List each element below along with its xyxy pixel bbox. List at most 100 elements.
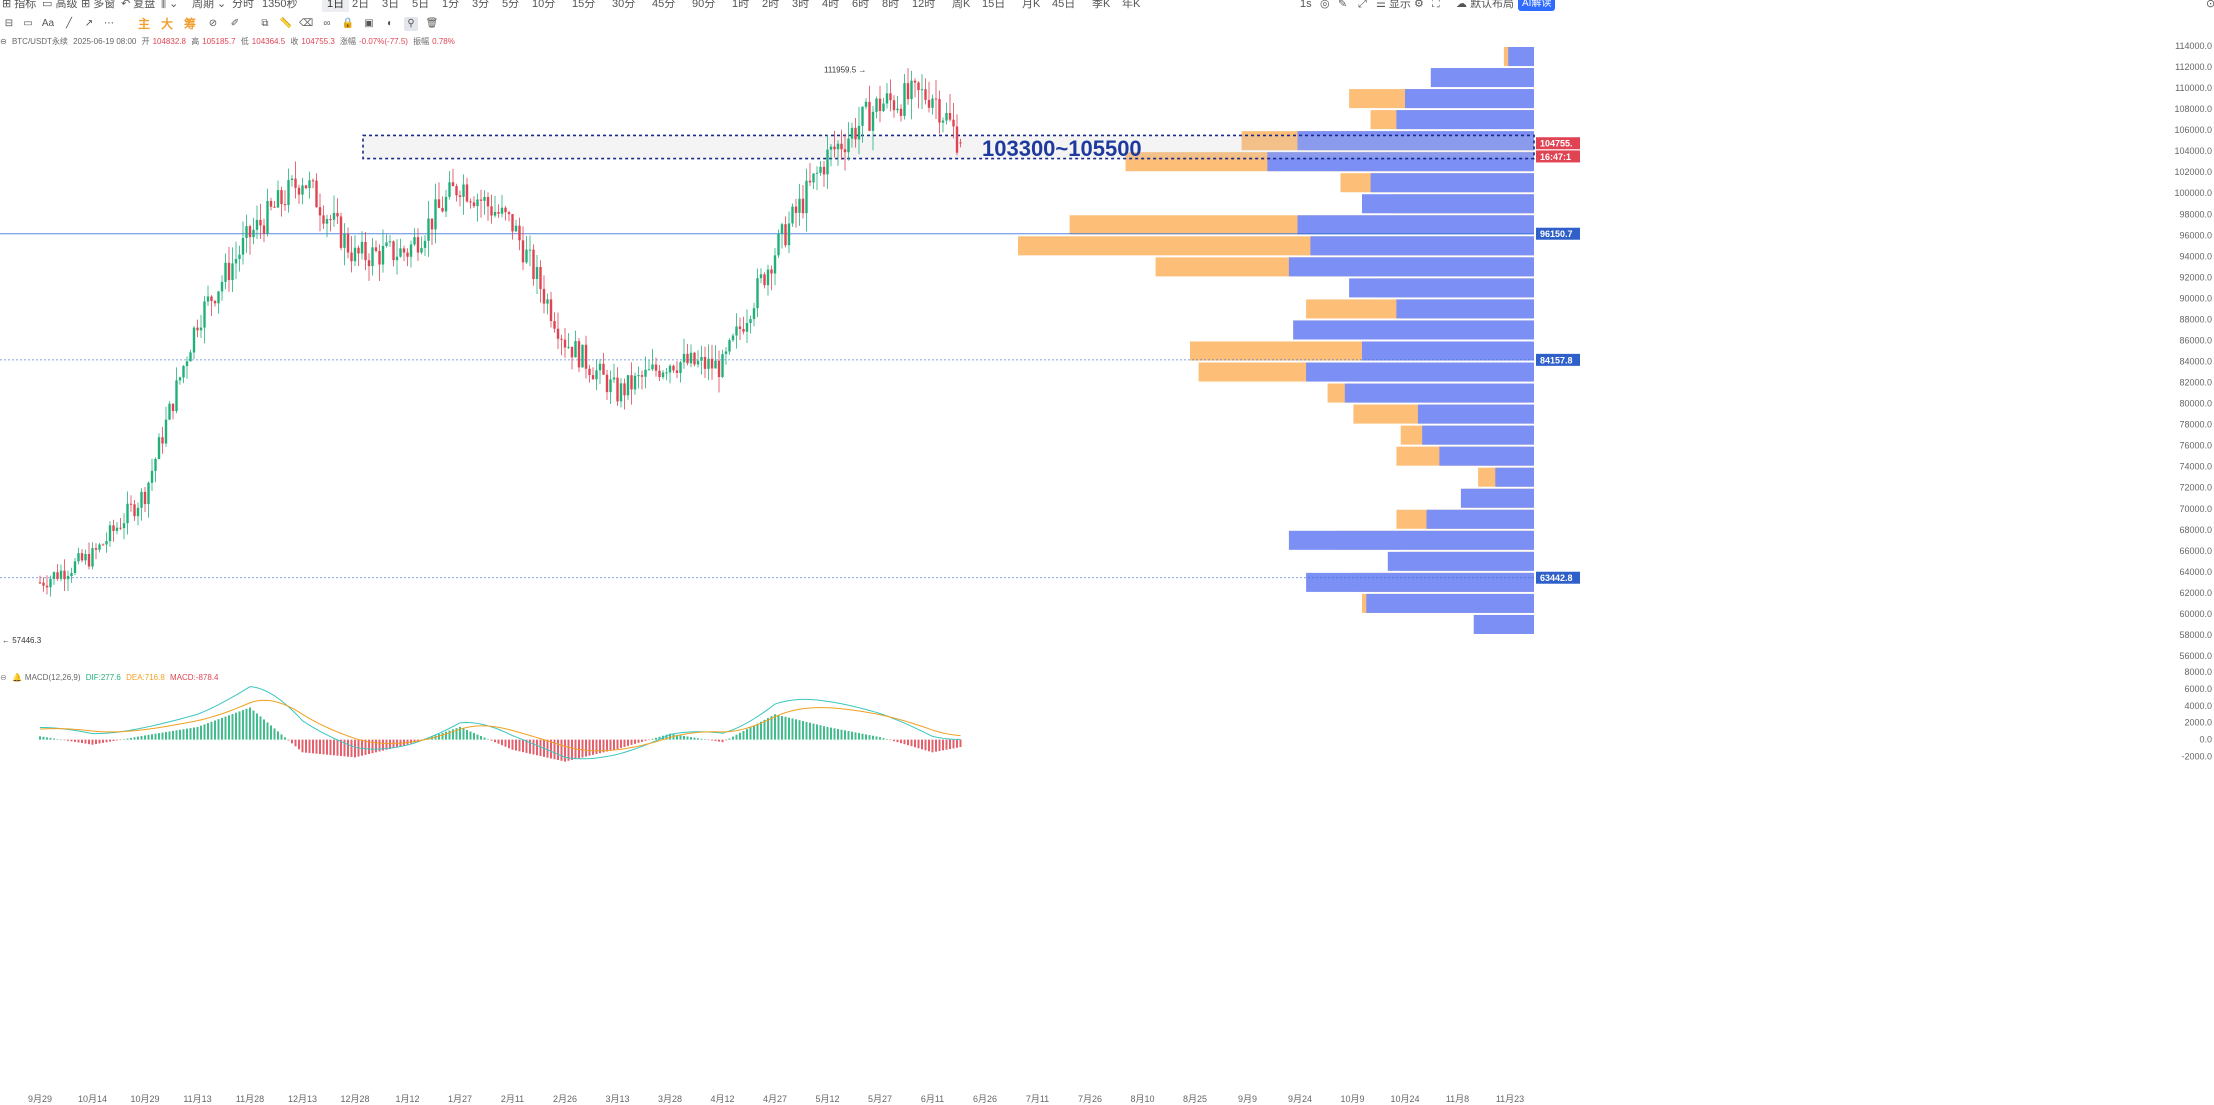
macd-histogram-bar — [917, 739, 920, 749]
period-11[interactable]: 30分 — [612, 0, 636, 10]
period-24[interactable]: 45日 — [1052, 0, 1076, 10]
macd-histogram-bar — [571, 739, 573, 760]
candle-body — [833, 146, 836, 150]
macd-histogram-bar — [46, 737, 48, 740]
y-tick-label: 86000.0 — [2179, 335, 2212, 345]
x-tick-label: 11月23 — [1496, 1094, 1524, 1104]
big-order-button[interactable]: 大 — [160, 17, 173, 31]
y-tick-label: 56000.0 — [2179, 651, 2212, 661]
layout-icon[interactable]: ⊟ — [4, 18, 14, 29]
chip-distribution-button[interactable]: 筹 — [183, 17, 196, 31]
image-icon[interactable]: ▣ — [364, 18, 374, 29]
candle-body — [794, 206, 798, 213]
more-icon[interactable]: ⊙ — [2206, 0, 2214, 10]
advanced-button[interactable]: ▭ 高级 — [42, 0, 77, 12]
period-23[interactable]: 月K — [1022, 0, 1041, 10]
collapse-icon[interactable]: ⊖ — [0, 37, 7, 46]
period-26[interactable]: 年K — [1122, 0, 1141, 10]
period-10[interactable]: 15分 — [572, 0, 596, 10]
main-indicator-button[interactable]: 主 — [137, 17, 150, 31]
macd-histogram-bar — [242, 710, 244, 740]
candle-body — [266, 200, 269, 234]
rectangle-icon[interactable]: ▭ — [23, 18, 33, 29]
period-17[interactable]: 4时 — [822, 0, 840, 10]
period-19[interactable]: 8时 — [882, 0, 900, 10]
period-7[interactable]: 3分 — [472, 0, 490, 10]
period-18[interactable]: 6时 — [852, 0, 870, 10]
multi-window-button[interactable]: ⊞ 多窗 — [81, 0, 115, 12]
macd-histogram-bar — [564, 739, 566, 762]
macd-y-tick-label: -2000.0 — [2181, 752, 2212, 762]
settings-icon[interactable]: ⚙ — [1414, 0, 1424, 10]
display-button[interactable]: ☰ 显示 — [1376, 0, 1411, 12]
period-3[interactable]: 2日 — [352, 0, 370, 10]
period-9[interactable]: 10分 — [532, 0, 556, 10]
period-22[interactable]: 15日 — [982, 0, 1006, 10]
period-15[interactable]: 2时 — [762, 0, 780, 10]
macd-histogram-bar — [532, 739, 535, 755]
text-icon[interactable]: Aa — [41, 18, 55, 29]
x-tick-label: 8月10 — [1130, 1094, 1154, 1104]
trash-icon[interactable]: 🗑 — [425, 18, 439, 29]
more-tools-icon[interactable]: ⋯ — [104, 18, 114, 29]
ai-analysis-button[interactable]: AI解读 — [1518, 0, 1556, 11]
period-5[interactable]: 5日 — [412, 0, 430, 10]
bell-icon[interactable]: 🔔 — [11, 673, 22, 682]
volume-profile-buy-bar — [1366, 593, 1534, 613]
interval-label[interactable]: 1s — [1300, 0, 1312, 10]
visibility-icon[interactable]: ◐ — [386, 18, 394, 29]
candle-body — [602, 363, 605, 375]
fullscreen-icon[interactable]: ⛶ — [1432, 0, 1440, 10]
macd-histogram-bar — [67, 739, 69, 741]
macd-histogram-bar — [291, 739, 293, 744]
line-icon[interactable]: ╱ — [65, 18, 73, 29]
close-label: 收 — [290, 37, 299, 46]
macd-histogram-bar — [683, 735, 685, 740]
pen-icon[interactable]: ✎ — [1338, 0, 1348, 10]
indicators-button[interactable]: ⊞ 指标 — [2, 0, 36, 12]
brush-icon[interactable]: ✐ — [230, 18, 240, 29]
candle-body — [791, 206, 794, 224]
candle-body — [749, 319, 752, 324]
expand-icon[interactable]: ⤢ — [1358, 0, 1367, 10]
replay-button[interactable]: ↶ 复盘 — [121, 0, 155, 12]
period-6[interactable]: 1分 — [442, 0, 460, 10]
candle-body — [661, 372, 665, 378]
macd-histogram-bar — [529, 739, 531, 754]
period-21[interactable]: 周K — [952, 0, 971, 10]
period-25[interactable]: 季K — [1092, 0, 1111, 10]
period-4[interactable]: 3日 — [382, 0, 400, 10]
ray-icon[interactable]: ↗ — [84, 18, 94, 29]
period-0[interactable]: 分时 — [232, 0, 254, 10]
collapse-icon[interactable]: ⊖ — [0, 673, 7, 682]
camera-icon[interactable]: ◎ — [1320, 0, 1330, 10]
period-16[interactable]: 3时 — [792, 0, 810, 10]
filter-icon[interactable]: ⚲ — [404, 17, 418, 31]
period-13[interactable]: 90分 — [692, 0, 716, 10]
macd-histogram-bar — [690, 737, 692, 740]
x-tick-label: 8月25 — [1183, 1094, 1207, 1104]
amplitude-label: 振幅 — [413, 37, 430, 46]
candle-body — [521, 240, 525, 263]
copy-icon[interactable]: ⧉ — [261, 18, 269, 29]
period-12[interactable]: 45分 — [652, 0, 676, 10]
ruler-icon[interactable]: 📏 — [279, 18, 293, 29]
macd-histogram-bar — [308, 739, 311, 753]
period-label: 周期 — [192, 0, 214, 10]
period-14[interactable]: 1时 — [732, 0, 750, 10]
chart-type-dropdown[interactable]: ⫼ ⌄ — [161, 0, 178, 12]
link-icon[interactable]: ∞ — [323, 18, 331, 29]
candle-body — [357, 247, 360, 254]
eraser-icon[interactable]: ⌫ — [299, 18, 314, 29]
period-dropdown[interactable]: 周期 ⌄ — [192, 0, 226, 12]
period-1[interactable]: 1350秒 — [262, 0, 298, 10]
period-20[interactable]: 12时 — [912, 0, 936, 10]
candle-body — [367, 260, 371, 267]
lock-icon[interactable]: 🔒 — [341, 18, 355, 29]
period-8[interactable]: 5分 — [502, 0, 520, 10]
magnet-icon[interactable]: ⊘ — [208, 18, 218, 29]
period-2[interactable]: 1日 — [322, 0, 350, 12]
candle-body — [861, 106, 864, 126]
candle-body — [826, 149, 829, 175]
